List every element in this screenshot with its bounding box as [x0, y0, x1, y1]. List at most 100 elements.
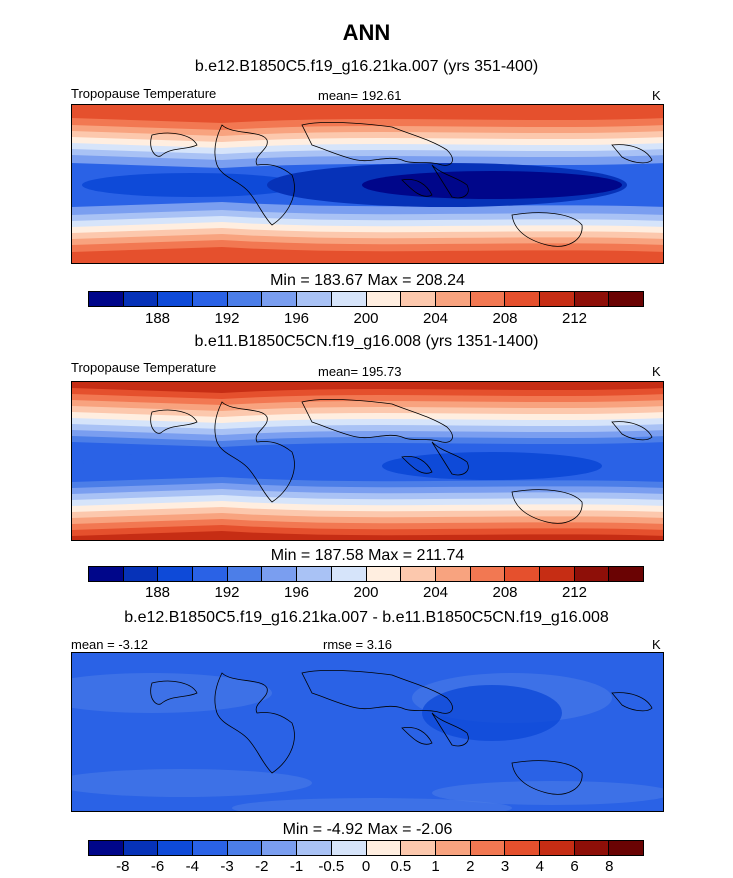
- colorbar-tick-label: 212: [561, 584, 588, 601]
- colorbar-box-3-4: [193, 841, 228, 855]
- panel1-north-band-8: [72, 105, 663, 123]
- colorbar-box-1-1: [89, 292, 124, 306]
- colorbar-box-2-1: [89, 567, 124, 581]
- colorbar-tick-label: 0: [361, 858, 371, 875]
- panel3-coastline-2: [301, 669, 453, 714]
- colorbar-tick-label: 212: [561, 310, 588, 327]
- colorbar-box-1-10: [401, 292, 436, 306]
- panel1-coastline-2: [301, 121, 453, 166]
- colorbar-tick-label: 0.5: [390, 858, 412, 875]
- panel3-colorbar: [88, 840, 644, 856]
- panel2-colorbar-ticks: 188 192 196 200 204 208 212: [88, 584, 644, 602]
- colorbar-tick-label: -3: [220, 858, 234, 875]
- colorbar-box-1-3: [158, 292, 194, 306]
- panel2-coastline-1: [214, 401, 295, 503]
- figure-title: ANN: [342, 20, 391, 45]
- panel2-map: [71, 381, 664, 541]
- panel3-weaker-area-5: [232, 798, 512, 811]
- colorbar-box-3-10: [401, 841, 436, 855]
- colorbar-tick-label: 192: [214, 310, 240, 327]
- colorbar-box-2-8: [331, 567, 367, 581]
- panel2-coastline-2: [301, 398, 453, 443]
- panel2-colorbar: [88, 566, 644, 582]
- panel1-contour-field: [72, 105, 663, 263]
- colorbar-tick-label: 204: [422, 584, 449, 601]
- colorbar-box-2-9: [366, 567, 402, 581]
- panel3-weaker-area-3: [72, 769, 312, 797]
- panel2-coastline-4: [401, 455, 433, 474]
- panel3-coastline-7: [611, 692, 653, 712]
- panel2-coastline-5: [511, 489, 583, 524]
- colorbar-box-2-5: [227, 567, 263, 581]
- colorbar-box-1-11: [435, 292, 471, 306]
- panel1-min-max: Min = 183.67 Max = 208.24: [270, 272, 465, 289]
- colorbar-tick-label: 204: [422, 310, 449, 327]
- panel1-units-label: K: [652, 88, 661, 103]
- colorbar-box-1-15: [574, 292, 610, 306]
- panel3-weaker-area-1: [72, 673, 272, 713]
- panel3-colorbar-ticks: -8 -6 -4 -3 -2 -1 -0.5 0 0.5 1 2 3 4 6 8: [88, 858, 644, 876]
- colorbar-box-1-2: [123, 292, 159, 306]
- colorbar-box-2-6: [262, 567, 298, 581]
- colorbar-tick-label: 196: [283, 584, 310, 601]
- colorbar-box-3-1: [89, 841, 124, 855]
- colorbar-tick-label: 196: [283, 310, 310, 327]
- panel1-variable-label: Tropopause Temperature: [71, 86, 217, 101]
- colorbar-tick-label: -2: [255, 858, 269, 875]
- panel3-contour-field: [72, 653, 663, 811]
- panel1-colorbar-ticks: 188 192 196 200 204 208 212: [88, 310, 644, 328]
- colorbar-box-1-4: [193, 292, 228, 306]
- colorbar-box-3-5: [227, 841, 263, 855]
- panel2-trough-2: [382, 452, 602, 480]
- panel2-coastline-3: [431, 441, 469, 476]
- colorbar-box-3-7: [297, 841, 332, 855]
- panel3-case-title: b.e12.B1850C5.f19_g16.21ka.007 - b.e11.B…: [124, 609, 609, 626]
- colorbar-box-3-6: [262, 841, 298, 855]
- colorbar-box-1-14: [539, 292, 575, 306]
- panel1-coastline-6: [150, 132, 198, 157]
- colorbar-box-2-12: [470, 567, 506, 581]
- panel1-coastline-1: [214, 124, 295, 226]
- colorbar-box-3-15: [574, 841, 610, 855]
- colorbar-box-3-14: [539, 841, 575, 855]
- colorbar-tick-label: 188: [144, 310, 171, 327]
- panel3-coastline-6: [150, 680, 198, 705]
- panel1-coastline-4: [401, 178, 433, 197]
- panel1-coastline-5: [511, 212, 583, 247]
- colorbar-box-2-4: [193, 567, 228, 581]
- colorbar-box-2-14: [539, 567, 575, 581]
- colorbar-box-2-16: [609, 567, 643, 581]
- panel1-mean-label: mean= 192.61: [318, 88, 402, 103]
- panel2-coastline-7: [611, 421, 653, 441]
- colorbar-tick-label: -1: [289, 858, 304, 875]
- colorbar-box-2-3: [158, 567, 194, 581]
- colorbar-box-3-13: [505, 841, 540, 855]
- colorbar-tick-label: -0.5: [318, 858, 345, 875]
- panel3-coastline-3: [431, 712, 469, 747]
- panel3-mean-label: mean = -3.12: [71, 637, 148, 652]
- panel3-map: [71, 652, 664, 812]
- colorbar-tick-label: 2: [466, 858, 475, 875]
- colorbar-box-2-10: [401, 567, 436, 581]
- panel2-units-label: K: [652, 364, 661, 379]
- panel3-coastline-1: [214, 672, 295, 774]
- colorbar-tick-label: 188: [144, 584, 171, 601]
- colorbar-tick-label: 208: [492, 310, 518, 327]
- colorbar-box-3-12: [470, 841, 506, 855]
- colorbar-box-1-7: [297, 292, 332, 306]
- colorbar-tick-label: -4: [185, 858, 199, 875]
- panel1-case-title: b.e12.B1850C5.f19_g16.21ka.007 (yrs 351-…: [194, 58, 539, 75]
- panel3-coastline-5: [511, 760, 583, 795]
- colorbar-box-2-13: [505, 567, 540, 581]
- colorbar-box-3-16: [609, 841, 643, 855]
- colorbar-box-3-2: [123, 841, 159, 855]
- colorbar-tick-label: 8: [605, 858, 614, 875]
- colorbar-box-1-8: [331, 292, 367, 306]
- colorbar-tick-label: 200: [353, 310, 379, 327]
- colorbar-tick-label: 208: [492, 584, 518, 601]
- colorbar-box-1-12: [470, 292, 506, 306]
- colorbar-box-3-11: [435, 841, 471, 855]
- panel2-mean-label: mean= 195.73: [318, 364, 402, 379]
- panel2-case-title: b.e11.B1850C5CN.f19_g16.008 (yrs 1351-14…: [194, 333, 539, 350]
- panel2-south-band-10: [72, 531, 663, 540]
